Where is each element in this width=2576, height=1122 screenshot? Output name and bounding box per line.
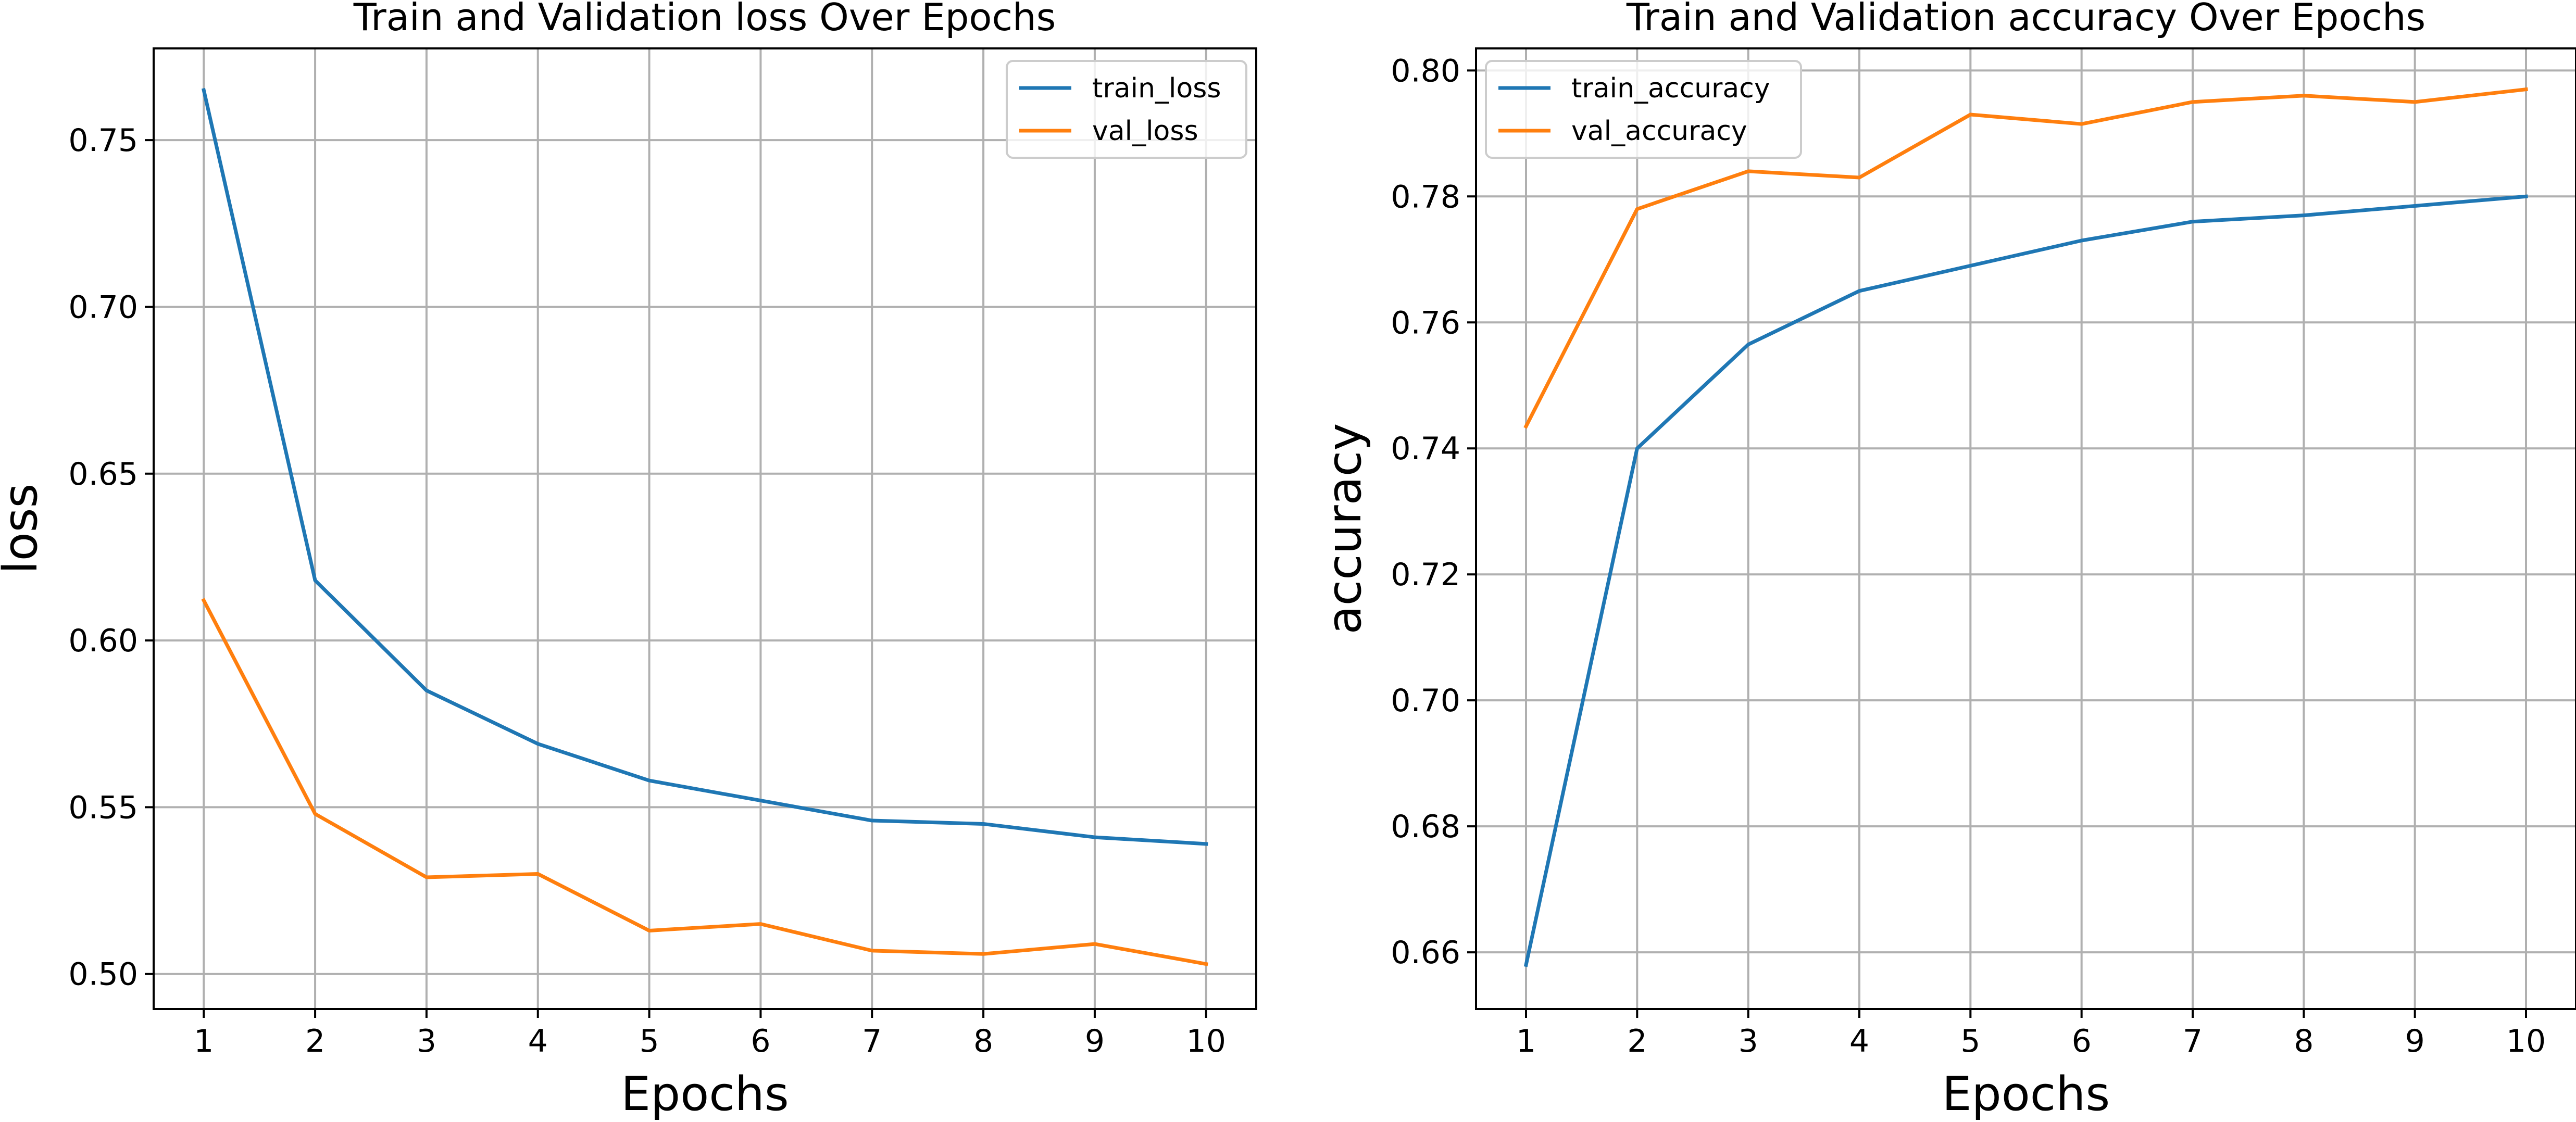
y-tick-label: 0.75 [68,122,138,159]
x-tick-label: 10 [2506,1023,2546,1060]
y-tick-label: 0.70 [1391,683,1460,719]
x-tick-label: 9 [2405,1023,2425,1060]
chart-title: Train and Validation accuracy Over Epoch… [1626,0,2425,39]
y-axis-label: loss [0,484,48,574]
y-tick-label: 0.78 [1391,179,1460,215]
y-axis-label: accuracy [1317,423,1372,634]
y-tick-label: 0.50 [68,956,138,993]
legend: train_loss val_loss [1007,61,1246,158]
x-tick-label: 5 [639,1023,659,1060]
x-tick-label: 6 [751,1023,770,1060]
x-tick-label: 7 [2183,1023,2203,1060]
x-tick-label: 1 [1516,1023,1536,1060]
x-tick-label: 2 [305,1023,325,1060]
legend: train_accuracy val_accuracy [1486,61,1801,158]
y-tick-label: 0.68 [1391,809,1460,845]
legend-label-val_accuracy: val_accuracy [1571,116,1747,147]
x-axis-label: Epochs [621,1067,789,1121]
y-tick-label: 0.70 [68,289,138,325]
x-tick-label: 9 [1085,1023,1105,1060]
chart-title: Train and Validation loss Over Epochs [353,0,1056,39]
x-tick-label: 3 [1739,1023,1758,1060]
y-tick-label: 0.80 [1391,53,1460,89]
x-tick-label: 8 [973,1023,993,1060]
x-tick-label: 4 [1849,1023,1869,1060]
legend-label-train_accuracy: train_accuracy [1571,73,1770,104]
y-tick-label: 0.60 [68,623,138,659]
x-tick-label: 2 [1627,1023,1647,1060]
x-tick-label: 3 [417,1023,436,1060]
y-tick-label: 0.76 [1391,305,1460,341]
y-tick-label: 0.65 [68,456,138,493]
x-tick-label: 4 [528,1023,548,1060]
legend-label-val_loss: val_loss [1092,116,1198,147]
x-axis-label: Epochs [1942,1067,2110,1121]
x-tick-label: 5 [1960,1023,1980,1060]
x-tick-label: 8 [2294,1023,2314,1060]
y-tick-label: 0.72 [1391,557,1460,593]
legend-label-train_loss: train_loss [1092,73,1221,104]
y-tick-label: 0.74 [1391,431,1460,467]
x-tick-label: 10 [1186,1023,1226,1060]
y-tick-label: 0.55 [68,789,138,826]
x-tick-label: 6 [2072,1023,2092,1060]
x-tick-label: 1 [194,1023,214,1060]
x-tick-label: 7 [862,1023,882,1060]
y-tick-label: 0.66 [1391,935,1460,971]
